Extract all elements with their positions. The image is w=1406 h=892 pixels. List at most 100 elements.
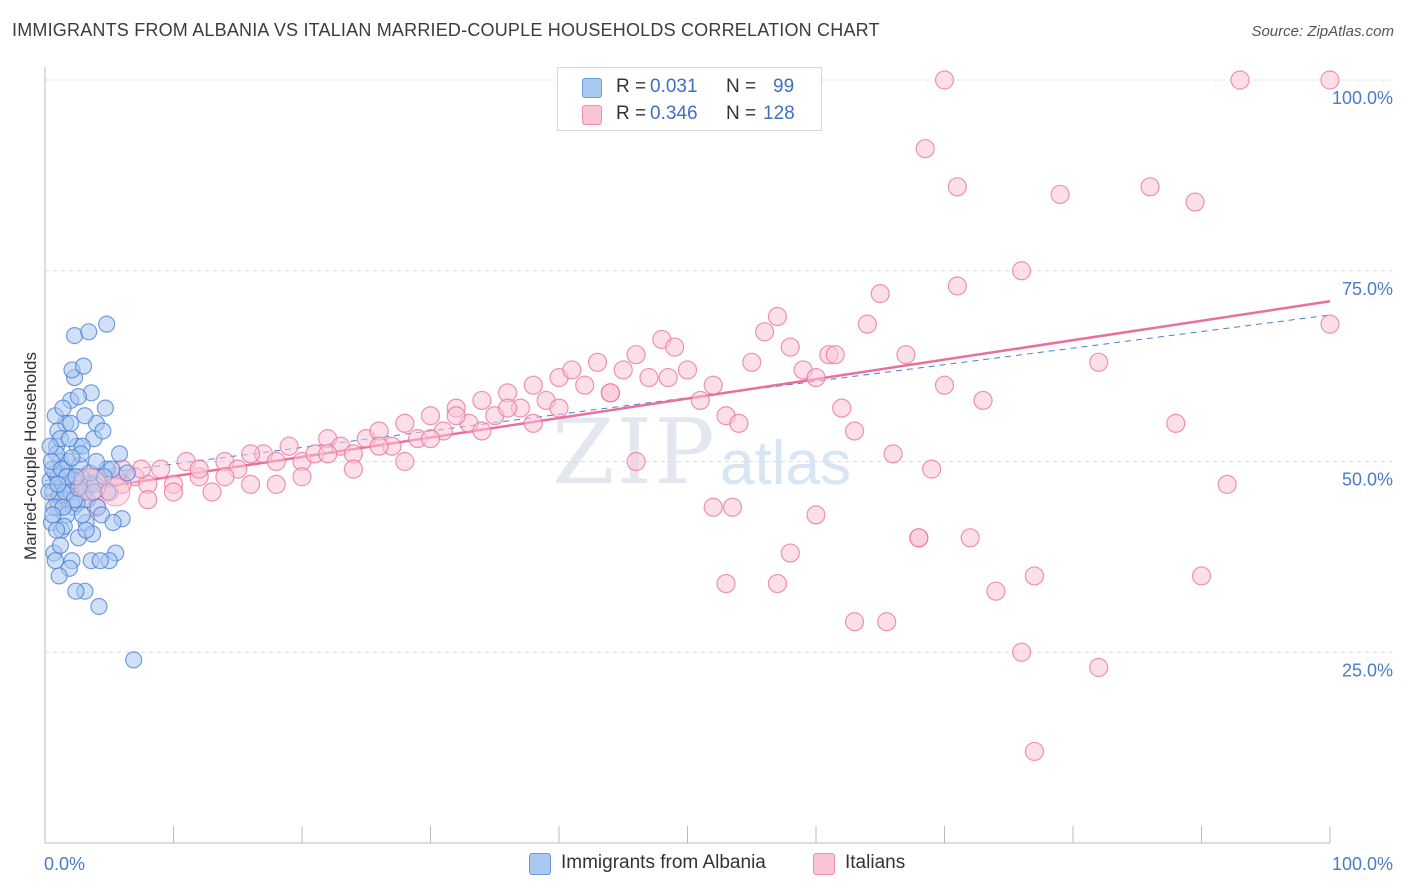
data-point-italians: [909, 528, 929, 548]
data-point-italians: [806, 367, 826, 388]
data-point-albania: [90, 597, 108, 616]
data-point-italians: [754, 322, 775, 342]
data-point-albania: [91, 552, 109, 570]
data-point-italians: [1024, 741, 1045, 762]
data-point-albania: [54, 399, 72, 417]
data-point-italians: [870, 284, 890, 304]
data-point-albania: [46, 552, 64, 570]
data-point-albania: [76, 407, 94, 425]
data-point-albania: [49, 475, 67, 493]
data-point-italians: [767, 573, 788, 594]
bottom-legend-label-albania: Immigrants from Albania: [561, 852, 766, 873]
data-point-italians: [844, 421, 865, 441]
data-point-italians: [1024, 566, 1045, 586]
source-label: Source: ZipAtlas.com: [1251, 23, 1394, 40]
data-point-italians: [1011, 261, 1032, 281]
data-point-italians: [915, 139, 935, 159]
data-point-italians: [973, 390, 993, 411]
trend-line-italians: [44, 300, 1331, 498]
data-point-italians: [934, 375, 955, 395]
y-tick-label: 75.0%: [1342, 279, 1393, 299]
legend-r-value: 0.346: [650, 103, 698, 124]
data-point-italians: [665, 337, 685, 357]
data-point-albania: [47, 521, 66, 539]
legend-n-label: N =: [726, 76, 757, 97]
data-point-italians: [896, 345, 916, 365]
y-tick-label: 25.0%: [1342, 660, 1393, 680]
data-point-italians: [1185, 192, 1205, 212]
data-point-italians: [947, 276, 967, 296]
data-point-italians: [934, 70, 955, 90]
data-point-italians: [369, 436, 389, 456]
data-point-italians: [73, 467, 107, 501]
data-point-italians: [202, 482, 222, 502]
data-point-albania: [60, 430, 79, 448]
data-point-italians: [395, 451, 415, 472]
data-point-italians: [266, 451, 286, 472]
data-point-albania: [51, 536, 70, 555]
bottom-legend-label-italians: Italians: [845, 852, 906, 873]
data-point-italians: [498, 398, 518, 418]
data-point-italians: [626, 345, 646, 365]
data-point-albania: [41, 437, 59, 455]
data-point-italians: [1089, 657, 1109, 678]
data-point-italians: [658, 367, 678, 388]
y-axis-title: Married-couple Households: [21, 352, 40, 560]
data-point-italians: [806, 505, 826, 525]
data-point-italians: [420, 429, 441, 449]
data-point-albania: [44, 506, 62, 524]
data-point-albania: [74, 357, 93, 375]
data-point-albania: [65, 327, 84, 345]
data-point-italians: [639, 367, 659, 388]
data-point-albania: [94, 422, 112, 440]
data-point-italians: [883, 444, 903, 464]
data-point-albania: [96, 399, 114, 417]
legend: R = 0.031 N = 99 R = 0.346 N = 128: [557, 67, 822, 131]
data-point-italians: [1089, 352, 1109, 372]
data-point-italians: [549, 398, 569, 418]
data-point-italians: [279, 436, 299, 456]
data-point-albania: [110, 445, 129, 463]
trend-line-albania: [44, 314, 1331, 482]
data-point-italians: [395, 413, 415, 433]
legend-n-value: 128: [763, 103, 795, 124]
data-point-italians: [587, 352, 608, 372]
data-point-italians: [101, 477, 131, 507]
data-point-italians: [677, 360, 698, 380]
data-point-italians: [420, 406, 441, 426]
data-point-italians: [189, 459, 209, 479]
data-point-italians: [703, 497, 723, 517]
data-point-italians: [1230, 70, 1250, 90]
x-tick-label: 100.0%: [1332, 854, 1393, 874]
data-point-italians: [151, 459, 171, 479]
data-point-italians: [832, 398, 852, 418]
data-point-italians: [780, 543, 800, 563]
bottom-legend-swatch-italians: [813, 853, 835, 875]
data-point-italians: [626, 451, 646, 472]
data-point-italians: [523, 413, 543, 433]
data-point-italians: [163, 482, 184, 502]
data-point-italians: [780, 337, 800, 357]
data-point-italians: [575, 375, 595, 395]
data-point-italians: [613, 360, 633, 380]
data-point-italians: [1140, 177, 1160, 197]
x-tick-label: 0.0%: [44, 854, 85, 874]
legend-r-label: R =: [616, 103, 647, 124]
data-point-albania: [87, 452, 106, 471]
data-point-italians: [877, 612, 897, 632]
legend-row-italians: R = 0.346 N = 128: [558, 102, 821, 128]
data-point-italians: [1050, 184, 1070, 205]
y-tick-label: 50.0%: [1342, 470, 1393, 490]
data-point-albania: [77, 521, 95, 539]
data-point-italians: [292, 467, 312, 487]
data-point-albania: [67, 582, 85, 600]
data-point-italians: [472, 390, 492, 411]
data-point-albania: [80, 323, 98, 341]
chart-title: IMMIGRANTS FROM ALBANIA VS ITALIAN MARRI…: [12, 20, 880, 40]
legend-swatch-albania: [582, 78, 602, 98]
data-point-albania: [118, 464, 136, 482]
data-point-albania: [125, 651, 143, 669]
data-point-italians: [1166, 413, 1186, 433]
data-point-albania: [62, 414, 80, 432]
